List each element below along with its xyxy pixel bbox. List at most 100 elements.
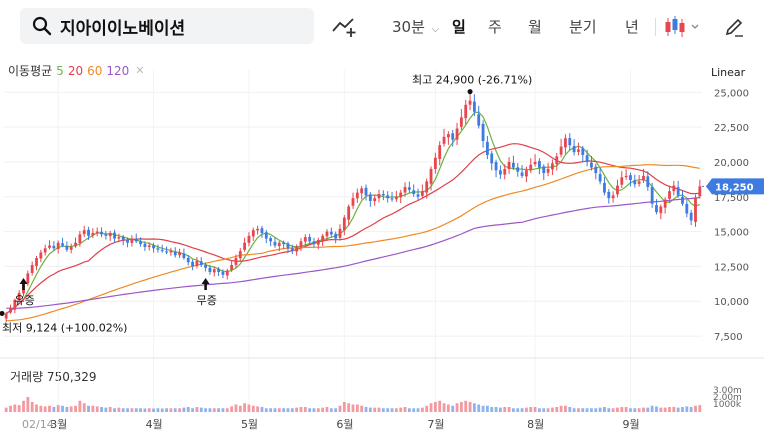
volume-bar	[633, 408, 637, 412]
tab-period-month[interactable]: 월	[528, 18, 542, 36]
candle-body	[620, 177, 624, 185]
legend-close-icon[interactable]: ✕	[135, 64, 145, 77]
volume-bar	[503, 407, 507, 412]
volume-bar	[364, 407, 368, 412]
ma5-line	[5, 111, 701, 314]
candle-body	[603, 182, 606, 193]
candle-body	[642, 175, 645, 181]
search-input[interactable]: 지아이이노베이션	[60, 18, 186, 39]
pencil-draw-icon[interactable]	[724, 17, 744, 37]
volume-bar	[407, 408, 411, 412]
candle-body	[351, 198, 355, 206]
candle-chart-type-icon[interactable]	[664, 15, 702, 39]
candle-body	[260, 228, 264, 233]
legend-ma120: 120	[106, 63, 130, 78]
volume-bar	[676, 407, 680, 412]
volume-tick-label: 2.00m	[713, 393, 742, 403]
price-axis: 7,500 10,000 12,500 15,000 17,500 20,000 22,50…	[22, 88, 749, 431]
candle-body	[126, 239, 129, 243]
y-tick-label: 7,500	[714, 332, 743, 343]
volume-bar	[316, 408, 320, 412]
candle-body	[130, 238, 134, 243]
volume-bar	[69, 406, 73, 412]
candle-body	[295, 246, 299, 252]
candle-body	[624, 175, 628, 178]
candle-body	[572, 146, 576, 153]
volume-bar	[295, 407, 299, 412]
candle-body	[481, 123, 485, 142]
price-chart[interactable]: 7,500 10,000 12,500 15,000 17,500 20,000 22,50…	[0, 54, 764, 433]
volume-bar	[646, 407, 650, 412]
tab-period-year[interactable]: 년	[625, 18, 639, 36]
volume-bar	[577, 408, 580, 412]
volume-bar	[403, 407, 407, 412]
volume-bar	[477, 404, 481, 412]
volume-bar	[212, 408, 216, 412]
candle-body	[299, 241, 303, 248]
volume-bar	[689, 407, 693, 412]
x-date-label: 6월	[336, 418, 353, 431]
volume-bar	[100, 407, 103, 412]
moving-average-legend[interactable]: 이동평균 5 20 60 120 ✕	[8, 62, 145, 79]
candle-body	[676, 187, 680, 196]
volume-bar	[555, 407, 559, 412]
candle-body	[525, 170, 528, 177]
candle-body	[373, 198, 377, 202]
volume-bar	[130, 408, 134, 412]
volume-bar	[126, 408, 129, 412]
volume-bar	[637, 408, 641, 412]
scale-mode-label[interactable]: Linear	[711, 66, 746, 79]
stock-search-box[interactable]: 지아이이노베이션	[20, 8, 314, 44]
volume-bar	[624, 407, 628, 412]
indicator-add-icon[interactable]	[332, 16, 358, 38]
candle-body	[221, 271, 225, 275]
candle-body	[316, 239, 320, 245]
candle-body	[61, 243, 64, 246]
candle-body	[308, 236, 312, 242]
volume-bar	[438, 400, 442, 412]
volume-bar	[156, 408, 160, 412]
volume-bar	[468, 402, 472, 412]
candle-body	[108, 232, 112, 237]
candle-body	[377, 193, 381, 199]
volume-bar	[217, 408, 221, 412]
volume-bar	[390, 408, 394, 412]
event-arrow-icon[interactable]	[19, 278, 28, 290]
event-arrow-icon[interactable]	[201, 278, 210, 290]
event-bonus-issue: 무증	[197, 294, 217, 307]
candle-body	[403, 187, 407, 193]
chart-grid	[0, 70, 764, 412]
candle-body	[442, 136, 446, 144]
current-price-label: 18,250	[715, 182, 754, 193]
volume-bar	[312, 408, 316, 412]
candle-body	[594, 166, 598, 174]
volume-bar	[4, 407, 8, 412]
interval-dropdown[interactable]: 30분 ⌵	[392, 16, 439, 37]
volume-bar	[572, 408, 576, 412]
chevron-down-icon: ⌵	[431, 24, 440, 35]
volume-bar	[542, 408, 546, 412]
volume-bar	[433, 402, 437, 412]
candle-body	[69, 246, 73, 250]
volume-bar	[65, 407, 69, 412]
volume-bar	[360, 405, 364, 412]
event-rights-offering: 유증	[15, 294, 35, 307]
volume-bar	[672, 407, 676, 412]
candlestick-series	[4, 94, 702, 322]
volume-bar	[22, 400, 25, 412]
tab-period-quarter[interactable]: 분기	[569, 18, 597, 36]
volume-bar	[286, 408, 290, 412]
volume-bar	[381, 408, 385, 412]
candle-body	[407, 187, 411, 190]
volume-bar	[169, 408, 173, 412]
tab-period-week[interactable]: 주	[488, 18, 502, 36]
tab-period-day[interactable]: 일	[452, 18, 466, 36]
candle-body	[139, 241, 142, 245]
candle-body	[659, 206, 663, 214]
candle-body	[581, 148, 585, 155]
candle-body	[386, 195, 390, 199]
volume-bar	[247, 404, 251, 412]
volume-bar	[386, 408, 390, 412]
volume-bar	[204, 408, 208, 412]
volume-bar	[160, 408, 164, 412]
